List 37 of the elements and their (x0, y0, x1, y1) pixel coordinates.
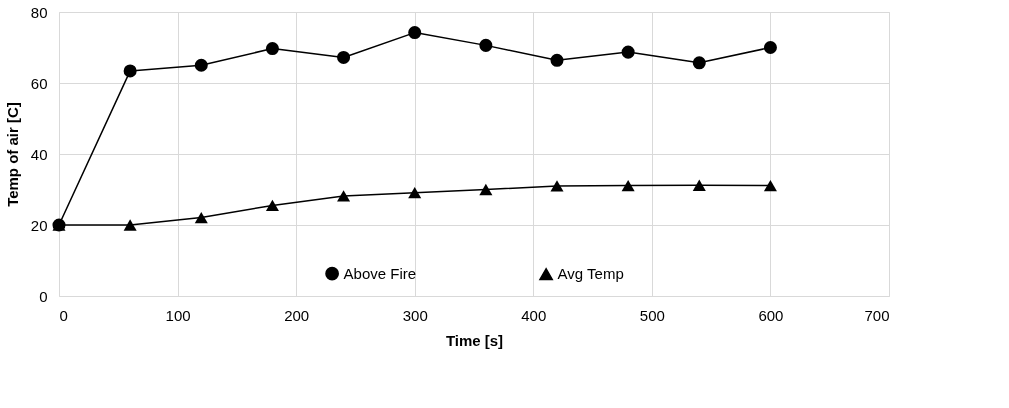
legend-label: Avg Temp (557, 265, 624, 283)
point (692, 56, 706, 70)
point (550, 180, 564, 192)
y-axis-title: Temp of air [C] (3, 102, 21, 207)
point (265, 42, 279, 56)
point (194, 211, 208, 224)
x-tick-label: 600 (758, 306, 784, 324)
legend-label: Above Fire (343, 264, 417, 282)
x-tick-label: 300 (402, 306, 428, 324)
point (479, 38, 493, 52)
point (763, 40, 777, 55)
point (550, 53, 564, 67)
point (123, 219, 137, 231)
point (408, 187, 422, 199)
point (479, 183, 493, 196)
point (337, 50, 351, 64)
y-tick-label: 80 (30, 3, 48, 21)
y-tick-label: 60 (30, 74, 48, 92)
point (194, 58, 208, 72)
x-axis-title: Time [s] (445, 331, 504, 349)
point (408, 26, 422, 40)
point (621, 45, 635, 59)
x-tick-label: 500 (639, 306, 665, 324)
point (692, 179, 706, 191)
y-tick-label: 20 (30, 216, 48, 234)
x-tick-label: 400 (521, 306, 547, 324)
x-tick-label: 0 (59, 306, 68, 324)
point (265, 199, 279, 212)
x-tick-label: 700 (864, 306, 890, 324)
point (763, 179, 777, 192)
x-tick-label: 200 (284, 306, 310, 324)
point (621, 179, 635, 192)
y-tick-label: 40 (30, 145, 48, 163)
y-tick-label: 0 (39, 287, 48, 305)
x-tick-label: 100 (165, 306, 191, 324)
point (337, 190, 351, 202)
point (123, 64, 137, 78)
